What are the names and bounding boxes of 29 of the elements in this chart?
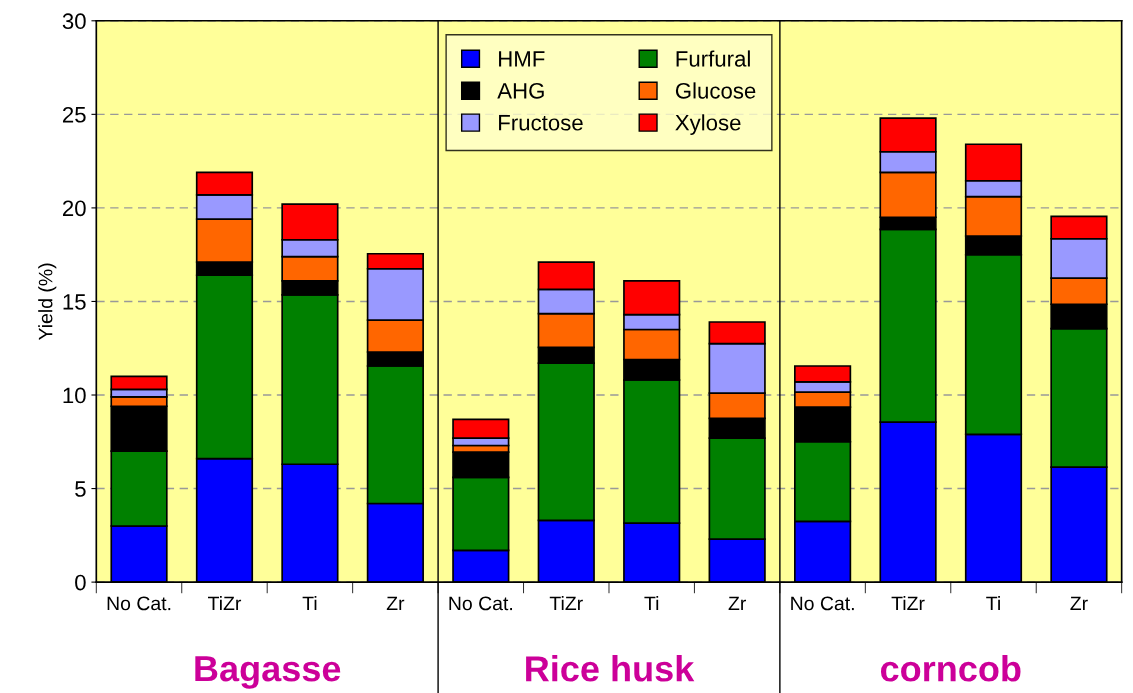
legend-label: Xylose xyxy=(675,114,741,135)
y-tick-label: 5 xyxy=(75,481,86,497)
x-tick-label: Zr xyxy=(728,596,747,611)
legend-label: Glucose xyxy=(675,82,756,99)
y-tick-label: 25 xyxy=(62,106,86,123)
x-tick-label: TiZr xyxy=(891,596,925,611)
x-tick-label: Zr xyxy=(1070,596,1088,611)
y-tick-label: 30 xyxy=(62,13,86,30)
x-tick-label: TiZr xyxy=(549,596,583,611)
text: Bagasse xyxy=(195,656,341,689)
x-tick-label: Ti xyxy=(986,596,1000,611)
x-tick-label: No Cat. xyxy=(791,596,854,611)
legend-label: AHG xyxy=(497,82,544,99)
x-tick-label: Ti xyxy=(644,596,659,611)
x-tick-label: TiZr xyxy=(208,596,242,611)
x-tick-label: No Cat. xyxy=(107,596,171,611)
text: Rice husk xyxy=(526,655,695,682)
legend-label: Furfural xyxy=(676,50,750,67)
text: corncob xyxy=(880,655,1021,682)
y-tick-label: 20 xyxy=(62,200,86,217)
y-tick-label: 0 xyxy=(75,574,86,591)
x-tick-label: No Cat. xyxy=(449,596,512,611)
x-tick-label: Ti xyxy=(302,596,317,611)
legend-label: HMF xyxy=(499,51,545,67)
legend-label: Fructose xyxy=(499,115,583,131)
x-tick-label: Zr xyxy=(386,596,405,611)
y-tick-label: 15 xyxy=(63,294,86,310)
y-axis-title: Yield (%) xyxy=(38,263,57,341)
y-tick-label: 10 xyxy=(63,387,86,404)
